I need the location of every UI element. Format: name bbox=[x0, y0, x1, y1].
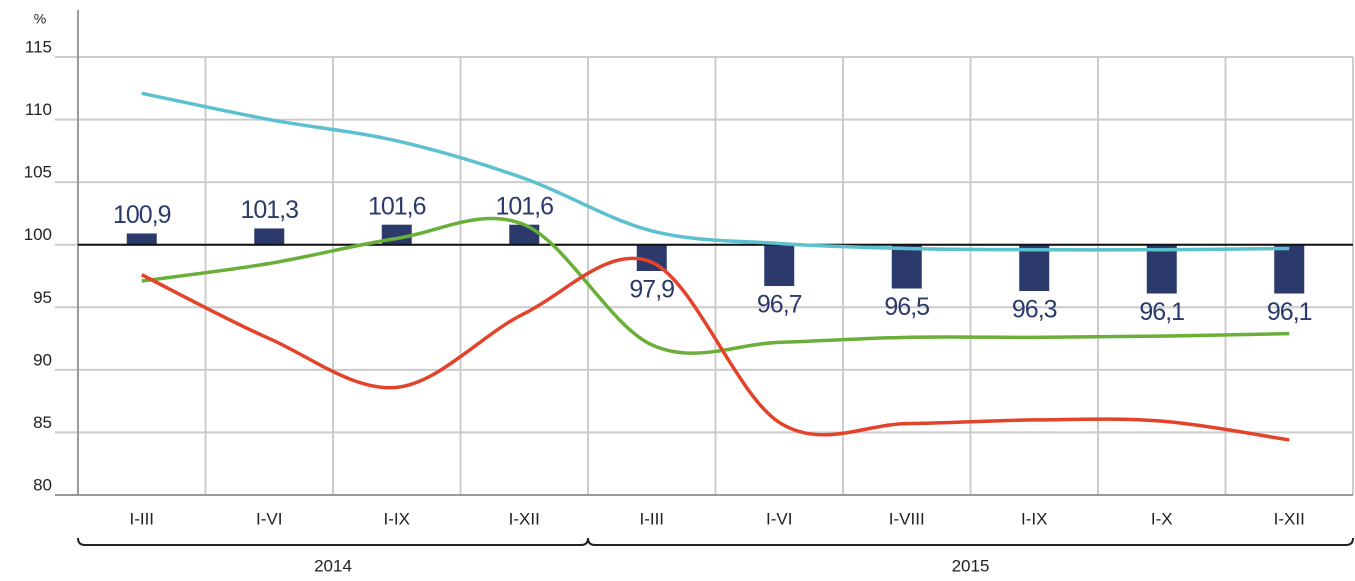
line-series bbox=[141, 91, 1290, 252]
bar bbox=[764, 244, 795, 287]
bar bbox=[1146, 244, 1177, 294]
x-tick-label: I-XII bbox=[1274, 509, 1305, 528]
line-series bbox=[140, 256, 1290, 442]
y-tick-label: 105 bbox=[24, 163, 52, 182]
group-bracket bbox=[77, 537, 589, 546]
x-tick-label: I-X bbox=[1151, 509, 1173, 528]
bar bbox=[254, 228, 285, 245]
y-axis-label: % bbox=[34, 11, 46, 27]
x-tick-label: I-VI bbox=[256, 509, 282, 528]
bar bbox=[509, 224, 540, 245]
y-tick-label: 80 bbox=[33, 475, 52, 494]
x-tick-label: I-VIII bbox=[889, 509, 925, 528]
y-tick-label: 100 bbox=[24, 225, 52, 244]
x-tick-label: I-IX bbox=[384, 509, 410, 528]
y-tick-label: 85 bbox=[33, 413, 52, 432]
y-tick-label: 110 bbox=[25, 100, 52, 119]
bar bbox=[1274, 244, 1305, 294]
group-label: 2015 bbox=[952, 556, 990, 575]
bar bbox=[1019, 244, 1050, 292]
bar-value-label: 101,6 bbox=[368, 192, 426, 220]
bar bbox=[891, 244, 922, 289]
bar bbox=[126, 233, 157, 245]
y-tick-label: 90 bbox=[33, 350, 52, 369]
group-bracket bbox=[587, 537, 1354, 546]
x-tick-label: I-XII bbox=[509, 509, 540, 528]
bar-value-label: 101,3 bbox=[240, 196, 298, 224]
y-tick-label: 115 bbox=[25, 37, 52, 56]
x-tick-label: I-IX bbox=[1021, 509, 1047, 528]
bar-value-label: 96,3 bbox=[1012, 296, 1057, 324]
bar-value-label: 96,5 bbox=[884, 293, 929, 321]
x-tick-label: I-III bbox=[129, 509, 154, 528]
x-tick-label: I-VI bbox=[766, 509, 792, 528]
bar-value-label: 96,1 bbox=[1139, 298, 1184, 326]
bar-value-label: 96,7 bbox=[757, 291, 802, 319]
bar-value-label: 100,9 bbox=[113, 201, 171, 229]
line-series bbox=[141, 216, 1290, 355]
y-tick-label: 95 bbox=[33, 288, 52, 307]
bar-value-label: 97,9 bbox=[629, 276, 674, 304]
bar-value-label: 96,1 bbox=[1267, 298, 1312, 326]
group-label: 2014 bbox=[314, 556, 352, 575]
x-tick-label: I-III bbox=[639, 509, 664, 528]
bar-value-label: 101,6 bbox=[495, 192, 553, 220]
